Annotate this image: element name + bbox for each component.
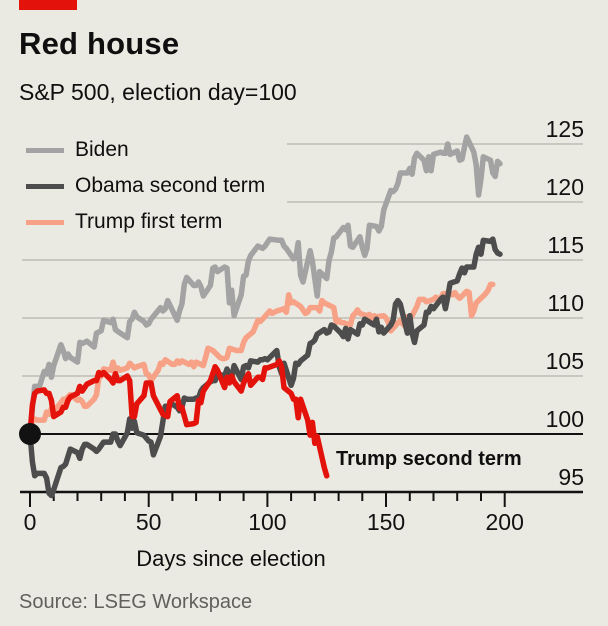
- economist-red-tab: [19, 0, 77, 10]
- x-tick-label: 50: [136, 509, 162, 535]
- x-tick-label: 200: [486, 509, 524, 535]
- legend-label: Obama second term: [75, 174, 266, 197]
- y-tick-label: 105: [546, 348, 584, 374]
- legend-item-trump-first-term: Trump first term: [26, 204, 265, 240]
- legend: Biden Obama second term Trump first term: [26, 132, 265, 240]
- series-line-biden: [27, 134, 503, 437]
- y-tick-label: 120: [546, 174, 584, 200]
- x-tick-label: 100: [248, 509, 286, 535]
- trump-first-term-line-swatch: [26, 219, 64, 225]
- x-tick-label: 150: [367, 509, 405, 535]
- y-tick-label: 95: [558, 464, 584, 490]
- trump-second-term-annotation: Trump second term: [336, 448, 522, 470]
- x-axis-title: Days since election: [136, 546, 326, 571]
- chart-subtitle: S&P 500, election day=100: [19, 79, 297, 105]
- legend-label: Biden: [75, 138, 129, 161]
- series-line-trump-first-term: [27, 281, 496, 437]
- x-tick-label: 0: [24, 509, 37, 535]
- y-tick-label: 115: [547, 232, 584, 258]
- chart-title: Red house: [19, 26, 180, 61]
- legend-item-obama-second-term: Obama second term: [26, 168, 265, 204]
- legend-item-biden: Biden: [26, 132, 265, 168]
- obama-second-term-line-swatch: [26, 183, 64, 189]
- y-tick-label: 100: [546, 406, 584, 432]
- source-note: Source: LSEG Workspace: [19, 591, 253, 613]
- election-day-dot: [19, 423, 41, 445]
- y-tick-label: 125: [546, 116, 584, 142]
- y-tick-label: 110: [547, 290, 584, 316]
- series-line-obama-second-term: [27, 236, 503, 499]
- legend-label: Trump first term: [75, 210, 223, 233]
- series-line-trump-second-term: [27, 358, 330, 479]
- biden-line-swatch: [26, 147, 64, 153]
